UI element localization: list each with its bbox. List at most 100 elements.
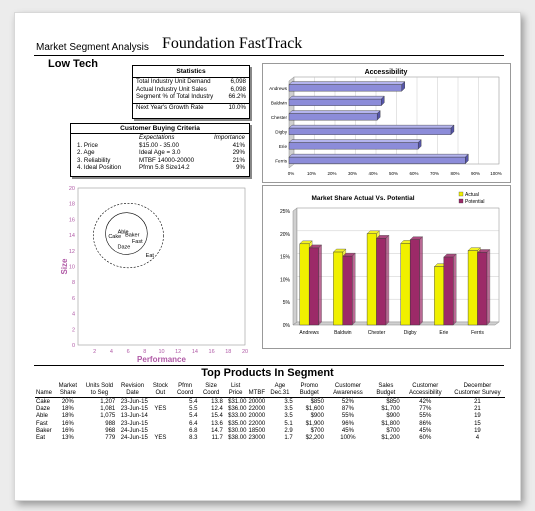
market-share-category-label: Baldwin <box>334 330 352 336</box>
table-cell: 45% <box>341 427 354 434</box>
table-header-cell: December Customer Survey <box>454 383 501 396</box>
table-cell: $1,800 <box>381 420 400 427</box>
accessibility-tick: 70% <box>430 171 439 176</box>
criteria-name: 4. Ideal Position <box>77 164 122 171</box>
market-share-bar <box>434 266 445 326</box>
table-cell: 86% <box>419 420 432 427</box>
accessibility-bar <box>288 142 419 150</box>
market-share-bar <box>467 250 478 326</box>
accessibility-tick: 40% <box>368 171 377 176</box>
legend-swatch <box>458 191 464 197</box>
table-cell: 13.8 <box>211 399 223 405</box>
perceptual-y-tick: 16 <box>69 217 75 223</box>
table-cell: 55% <box>341 413 354 420</box>
table-header-cell: Name <box>36 390 53 396</box>
perceptual-x-tick: 20 <box>242 349 248 355</box>
market-share-bar-side <box>318 244 322 326</box>
accessibility-tick: 10% <box>307 171 316 176</box>
table-cell: Daze <box>36 406 51 413</box>
perceptual-x-tick: 18 <box>225 349 231 355</box>
criteria-importance: 21% <box>232 156 245 164</box>
table-row: Baker 16% 968 24-Jun-15 6.8 14.7 $30.00 18500 2.… <box>35 428 505 435</box>
table-cell: 5.1 <box>284 420 293 427</box>
perceptual-x-tick: 16 <box>209 349 215 355</box>
table-cell: $1,900 <box>305 420 324 427</box>
market-share-bar-side <box>352 252 356 326</box>
market-share-bar-side <box>385 234 390 326</box>
criteria-row: 3. Reliability MTBF 14000-20000 21% <box>71 157 249 165</box>
market-share-y-tick: 10% <box>280 277 291 283</box>
table-cell: 77% <box>419 406 432 413</box>
table-cell: 18% <box>61 413 74 420</box>
market-share-bar <box>409 239 420 326</box>
perceptual-map: 0 2 4 6 8 10 12 14 16 18 20 2 4 6 8 10 12 14 16 18 20 Perform… <box>59 185 255 365</box>
market-share-y-tick: 5% <box>283 300 291 306</box>
statistics-row: Segment % of Total Industry 66.2% <box>133 93 249 101</box>
market-share-bar <box>400 243 411 326</box>
statistics-label: Segment % of Total Industry <box>136 93 214 101</box>
product-point-label: Daze <box>118 244 131 250</box>
table-cell: $900 <box>310 413 324 420</box>
accessibility-bar-top <box>288 139 422 143</box>
table-cell: 14.7 <box>211 427 223 434</box>
accessibility-tick: 20% <box>327 171 336 176</box>
criteria-row: 4. Ideal Position Pfmn 5.8 Size14.2 9% <box>71 164 249 172</box>
market-share-bar <box>333 251 344 326</box>
table-body: Cake 20% 1,207 23-Jun-15 5.4 13.8 $31.00 20000 3… <box>35 397 505 443</box>
accessibility-category-label: Digby <box>275 129 287 134</box>
table-cell: 87% <box>341 406 354 413</box>
market-share-bar <box>477 252 488 326</box>
table-cell: 21 <box>474 399 481 405</box>
table-header-cell: Stock Out <box>152 383 168 396</box>
perceptual-y-tick: 6 <box>72 296 75 302</box>
table-cell: 11.7 <box>211 435 223 442</box>
perceptual-x-tick: 6 <box>127 349 130 355</box>
table-header-cell: Sales Budget <box>376 383 396 396</box>
market-share-y-tick: 15% <box>280 255 291 261</box>
table-divider <box>34 365 504 366</box>
table-header-cell: Units Sold to Seg <box>85 383 114 396</box>
legend-label: Actual <box>465 192 479 198</box>
table-cell: $36.00 <box>228 406 247 413</box>
table-cell: 45% <box>419 427 432 434</box>
perceptual-y-tick: 18 <box>69 202 75 208</box>
perceptual-y-tick: 14 <box>69 233 75 239</box>
product-point-label: Cake <box>108 234 121 240</box>
perceptual-y-tick: 12 <box>69 249 75 255</box>
market-share-y-tick: 25% <box>280 209 291 215</box>
market-share-chart: Market Share Actual Vs. Potential Actual P… <box>262 185 511 349</box>
table-cell: $900 <box>386 413 400 420</box>
table-cell: 18% <box>61 406 74 413</box>
accessibility-chart: Accessibility 0% 10% 20% 30% 40% 50% 60% 70% 80% 9… <box>262 63 511 183</box>
top-products-table: Name Market Share Units Sold to Seg Revisio… <box>35 383 505 442</box>
table-cell: 19 <box>474 427 481 434</box>
accessibility-bar-top <box>288 124 455 129</box>
accessibility-tick: 0% <box>288 171 295 176</box>
criteria-importance: 41% <box>232 141 245 149</box>
table-cell: 100% <box>340 435 356 442</box>
table-cell: 21 <box>474 406 481 413</box>
title-divider <box>34 55 504 56</box>
segment-name: Low Tech <box>48 58 98 70</box>
table-header-cell: MTBF <box>248 390 265 396</box>
table-cell: 23-Jun-15 <box>120 420 148 427</box>
table-cell: Able <box>36 413 49 420</box>
table-header-cell: Age Dec.31 <box>270 383 290 396</box>
table-cell <box>149 399 172 406</box>
accessibility-bar <box>288 98 382 106</box>
table-header-cell: Pfmn Coord <box>176 383 194 396</box>
statistics-value: 6,098 <box>230 85 246 93</box>
table-cell: 24-Jun-15 <box>120 427 148 434</box>
criteria-expectation: Ideal Age = 3.0 <box>139 149 181 156</box>
market-share-chart-svg: Market Share Actual Vs. Potential ActualP… <box>280 191 500 336</box>
table-cell: 23-Jun-15 <box>120 406 148 413</box>
table-cell: 1,207 <box>100 399 116 405</box>
product-point-label: Able <box>118 230 129 236</box>
table-header-cell: List Price <box>228 383 243 396</box>
perceptual-x-tick: 8 <box>143 349 146 355</box>
table-cell: 55% <box>419 413 432 420</box>
criteria-importance: 9% <box>236 164 245 171</box>
market-share-title: Market Share Actual Vs. Potential <box>311 195 414 202</box>
criteria-expectation: Pfmn 5.8 Size14.2 <box>139 164 190 171</box>
accessibility-tick: 100% <box>490 171 502 176</box>
